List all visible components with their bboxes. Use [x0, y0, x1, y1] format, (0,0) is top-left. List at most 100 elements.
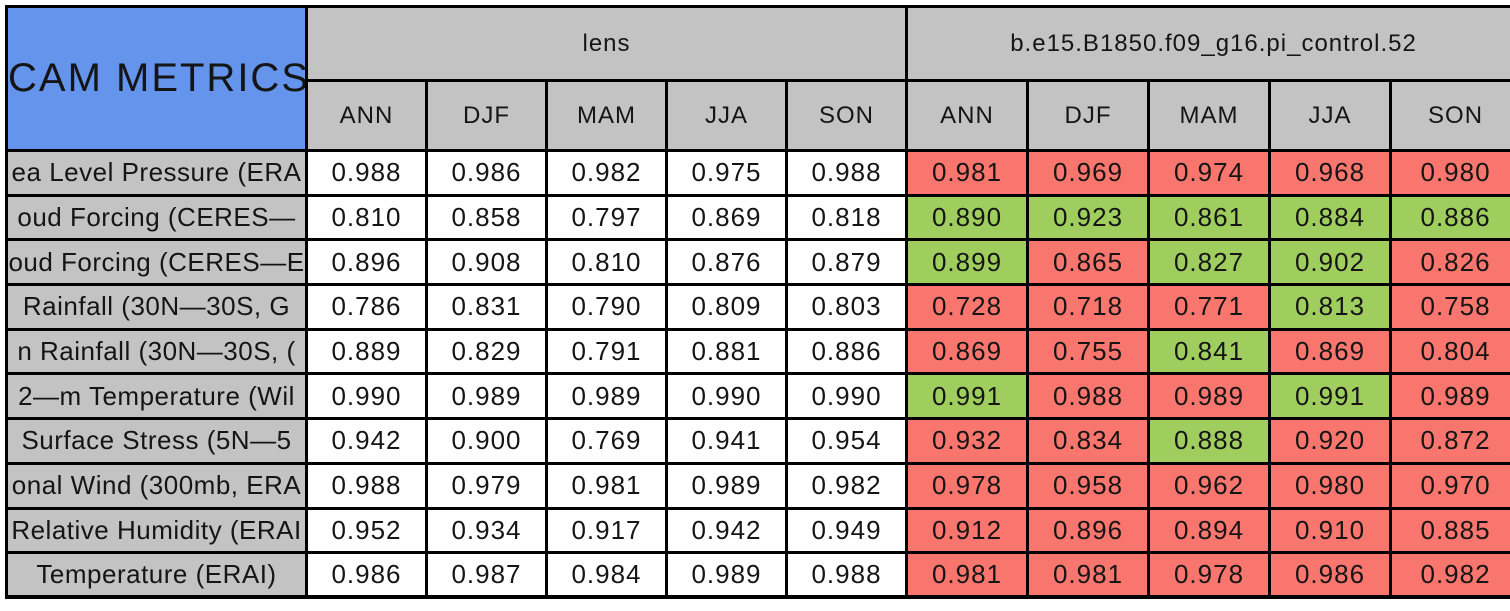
control-value-cell: 0.869	[905, 327, 1030, 376]
control-value-cell: 0.758	[1389, 283, 1510, 331]
lens-value-cell: 0.790	[545, 283, 668, 331]
season-header-lens-jja: JJA	[665, 79, 788, 152]
lens-value-cell: 0.952	[305, 506, 428, 555]
lens-value-cell: 0.876	[665, 238, 788, 287]
control-value-cell: 0.912	[905, 506, 1030, 555]
lens-value-cell: 0.769	[545, 417, 668, 465]
season-header-control-djf: DJF	[1026, 79, 1151, 152]
metric-label: oud Forcing (CERES—E	[5, 238, 308, 287]
control-value-cell: 0.804	[1389, 327, 1510, 376]
control-value-cell: 0.885	[1389, 506, 1510, 555]
lens-value-cell: 0.858	[425, 193, 548, 242]
season-header-control-jja: JJA	[1268, 79, 1393, 152]
lens-value-cell: 0.869	[665, 193, 788, 242]
control-value-cell: 0.886	[1389, 193, 1510, 242]
lens-value-cell: 0.989	[545, 372, 668, 421]
lens-value-cell: 0.989	[665, 461, 788, 510]
lens-value-cell: 0.810	[305, 193, 428, 242]
metric-label: onal Wind (300mb, ERA	[5, 461, 308, 510]
control-value-cell: 0.728	[905, 283, 1030, 331]
table-row: oud Forcing (CERES— 0.810 0.858 0.797 0.869 0…	[5, 193, 1510, 242]
control-value-cell: 0.920	[1268, 417, 1393, 465]
lens-value-cell: 0.949	[784, 506, 909, 555]
control-value-cell: 0.896	[1026, 506, 1151, 555]
lens-value-cell: 0.990	[784, 372, 909, 421]
lens-value-cell: 0.986	[425, 149, 548, 197]
lens-value-cell: 0.829	[425, 327, 548, 376]
lens-value-cell: 0.900	[425, 417, 548, 465]
lens-value-cell: 0.990	[305, 372, 428, 421]
lens-value-cell: 0.810	[545, 238, 668, 287]
control-value-cell: 0.755	[1026, 327, 1151, 376]
control-value-cell: 0.872	[1389, 417, 1510, 465]
lens-value-cell: 0.942	[305, 417, 428, 465]
lens-value-cell: 0.908	[425, 238, 548, 287]
control-value-cell: 0.978	[1147, 551, 1272, 600]
season-header-lens-son: SON	[784, 79, 909, 152]
lens-value-cell: 0.988	[305, 149, 428, 197]
lens-value-cell: 0.984	[545, 551, 668, 600]
lens-value-cell: 0.803	[784, 283, 909, 331]
group-header-lens: lens	[304, 5, 909, 82]
control-value-cell: 0.910	[1268, 506, 1393, 555]
control-value-cell: 0.869	[1268, 327, 1393, 376]
control-value-cell: 0.970	[1389, 461, 1510, 510]
table-row: Rainfall (30N—30S, G 0.786 0.831 0.790 0.809…	[5, 283, 1510, 331]
season-header-lens-djf: DJF	[425, 79, 548, 152]
control-value-cell: 0.981	[1026, 551, 1151, 600]
control-value-cell: 0.890	[905, 193, 1030, 242]
lens-value-cell: 0.889	[305, 327, 428, 376]
lens-value-cell: 0.881	[665, 327, 788, 376]
control-value-cell: 0.989	[1389, 372, 1510, 421]
season-header-control-ann: ANN	[905, 79, 1030, 152]
table-row: Surface Stress (5N—5 0.942 0.900 0.769 0.941…	[5, 417, 1510, 465]
metric-label: n Rainfall (30N—30S, (	[5, 327, 308, 376]
control-value-cell: 0.980	[1268, 461, 1393, 510]
lens-value-cell: 0.982	[545, 149, 668, 197]
lens-value-cell: 0.791	[545, 327, 668, 376]
control-value-cell: 0.988	[1026, 372, 1151, 421]
lens-value-cell: 0.917	[545, 506, 668, 555]
lens-value-cell: 0.988	[784, 551, 909, 600]
metric-label: oud Forcing (CERES—	[5, 193, 308, 242]
control-value-cell: 0.969	[1026, 149, 1151, 197]
lens-value-cell: 0.988	[784, 149, 909, 197]
lens-value-cell: 0.941	[665, 417, 788, 465]
season-header-lens-mam: MAM	[545, 79, 668, 152]
control-value-cell: 0.884	[1268, 193, 1393, 242]
season-header-control-mam: MAM	[1147, 79, 1272, 152]
control-value-cell: 0.980	[1389, 149, 1510, 197]
control-value-cell: 0.902	[1268, 238, 1393, 287]
control-value-cell: 0.981	[905, 551, 1030, 600]
control-value-cell: 0.991	[1268, 372, 1393, 421]
table-title: CAM METRICS	[5, 5, 308, 152]
control-value-cell: 0.991	[905, 372, 1030, 421]
table-row: onal Wind (300mb, ERA 0.988 0.979 0.981 0.98…	[5, 461, 1510, 510]
control-value-cell: 0.813	[1268, 283, 1393, 331]
control-value-cell: 0.826	[1389, 238, 1510, 287]
table-row: n Rainfall (30N—30S, (0.889 0.829 0.791 0.8…	[5, 327, 1510, 376]
table-row: oud Forcing (CERES—E 0.896 0.908 0.810 0.876…	[5, 238, 1510, 287]
control-value-cell: 0.962	[1147, 461, 1272, 510]
season-header-row: ANN DJF MAM JJA SON ANN DJF MAM JJA SON	[7, 79, 1510, 152]
control-value-cell: 0.958	[1026, 461, 1151, 510]
control-value-cell: 0.888	[1147, 417, 1272, 465]
lens-value-cell: 0.831	[425, 283, 548, 331]
control-value-cell: 0.923	[1026, 193, 1151, 242]
lens-value-cell: 0.986	[305, 551, 428, 600]
lens-value-cell: 0.786	[305, 283, 428, 331]
metric-label: 2—m Temperature (Wil	[5, 372, 308, 421]
control-value-cell: 0.827	[1147, 238, 1272, 287]
control-value-cell: 0.981	[905, 149, 1030, 197]
control-value-cell: 0.771	[1147, 283, 1272, 331]
control-value-cell: 0.932	[905, 417, 1030, 465]
lens-value-cell: 0.809	[665, 283, 788, 331]
group-header-row: CAM METRICS lens b.e15.B1850.f09_g16.pi_…	[5, 5, 1510, 152]
control-value-cell: 0.986	[1268, 551, 1393, 600]
cam-metrics-table: CAM METRICS lens b.e15.B1850.f09_g16.pi_…	[5, 5, 1510, 600]
control-value-cell: 0.978	[905, 461, 1030, 510]
lens-value-cell: 0.886	[784, 327, 909, 376]
lens-value-cell: 0.989	[665, 551, 788, 600]
lens-value-cell: 0.990	[665, 372, 788, 421]
table-row: Relative Humidity (ERAI 0.952 0.934 0.917 0.…	[5, 506, 1510, 555]
